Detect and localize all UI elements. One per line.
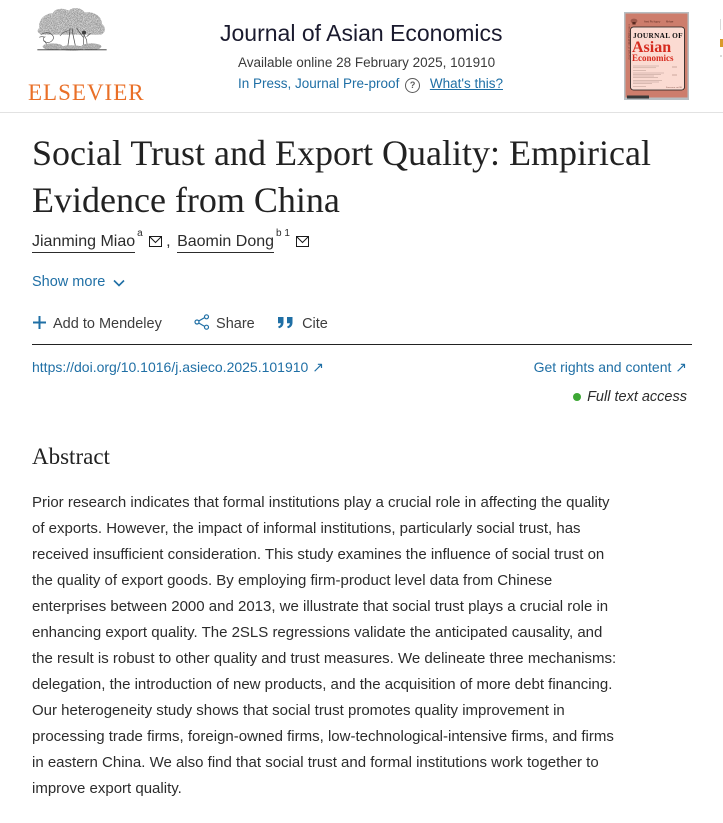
svg-text:Fourssue set 98: Fourssue set 98 [666, 86, 682, 89]
svg-text:Ansi Rv frgory: Ansi Rv frgory [644, 20, 661, 24]
svg-text:Economics: Economics [632, 53, 674, 63]
svg-text:Mrhae: Mrhae [666, 20, 674, 24]
